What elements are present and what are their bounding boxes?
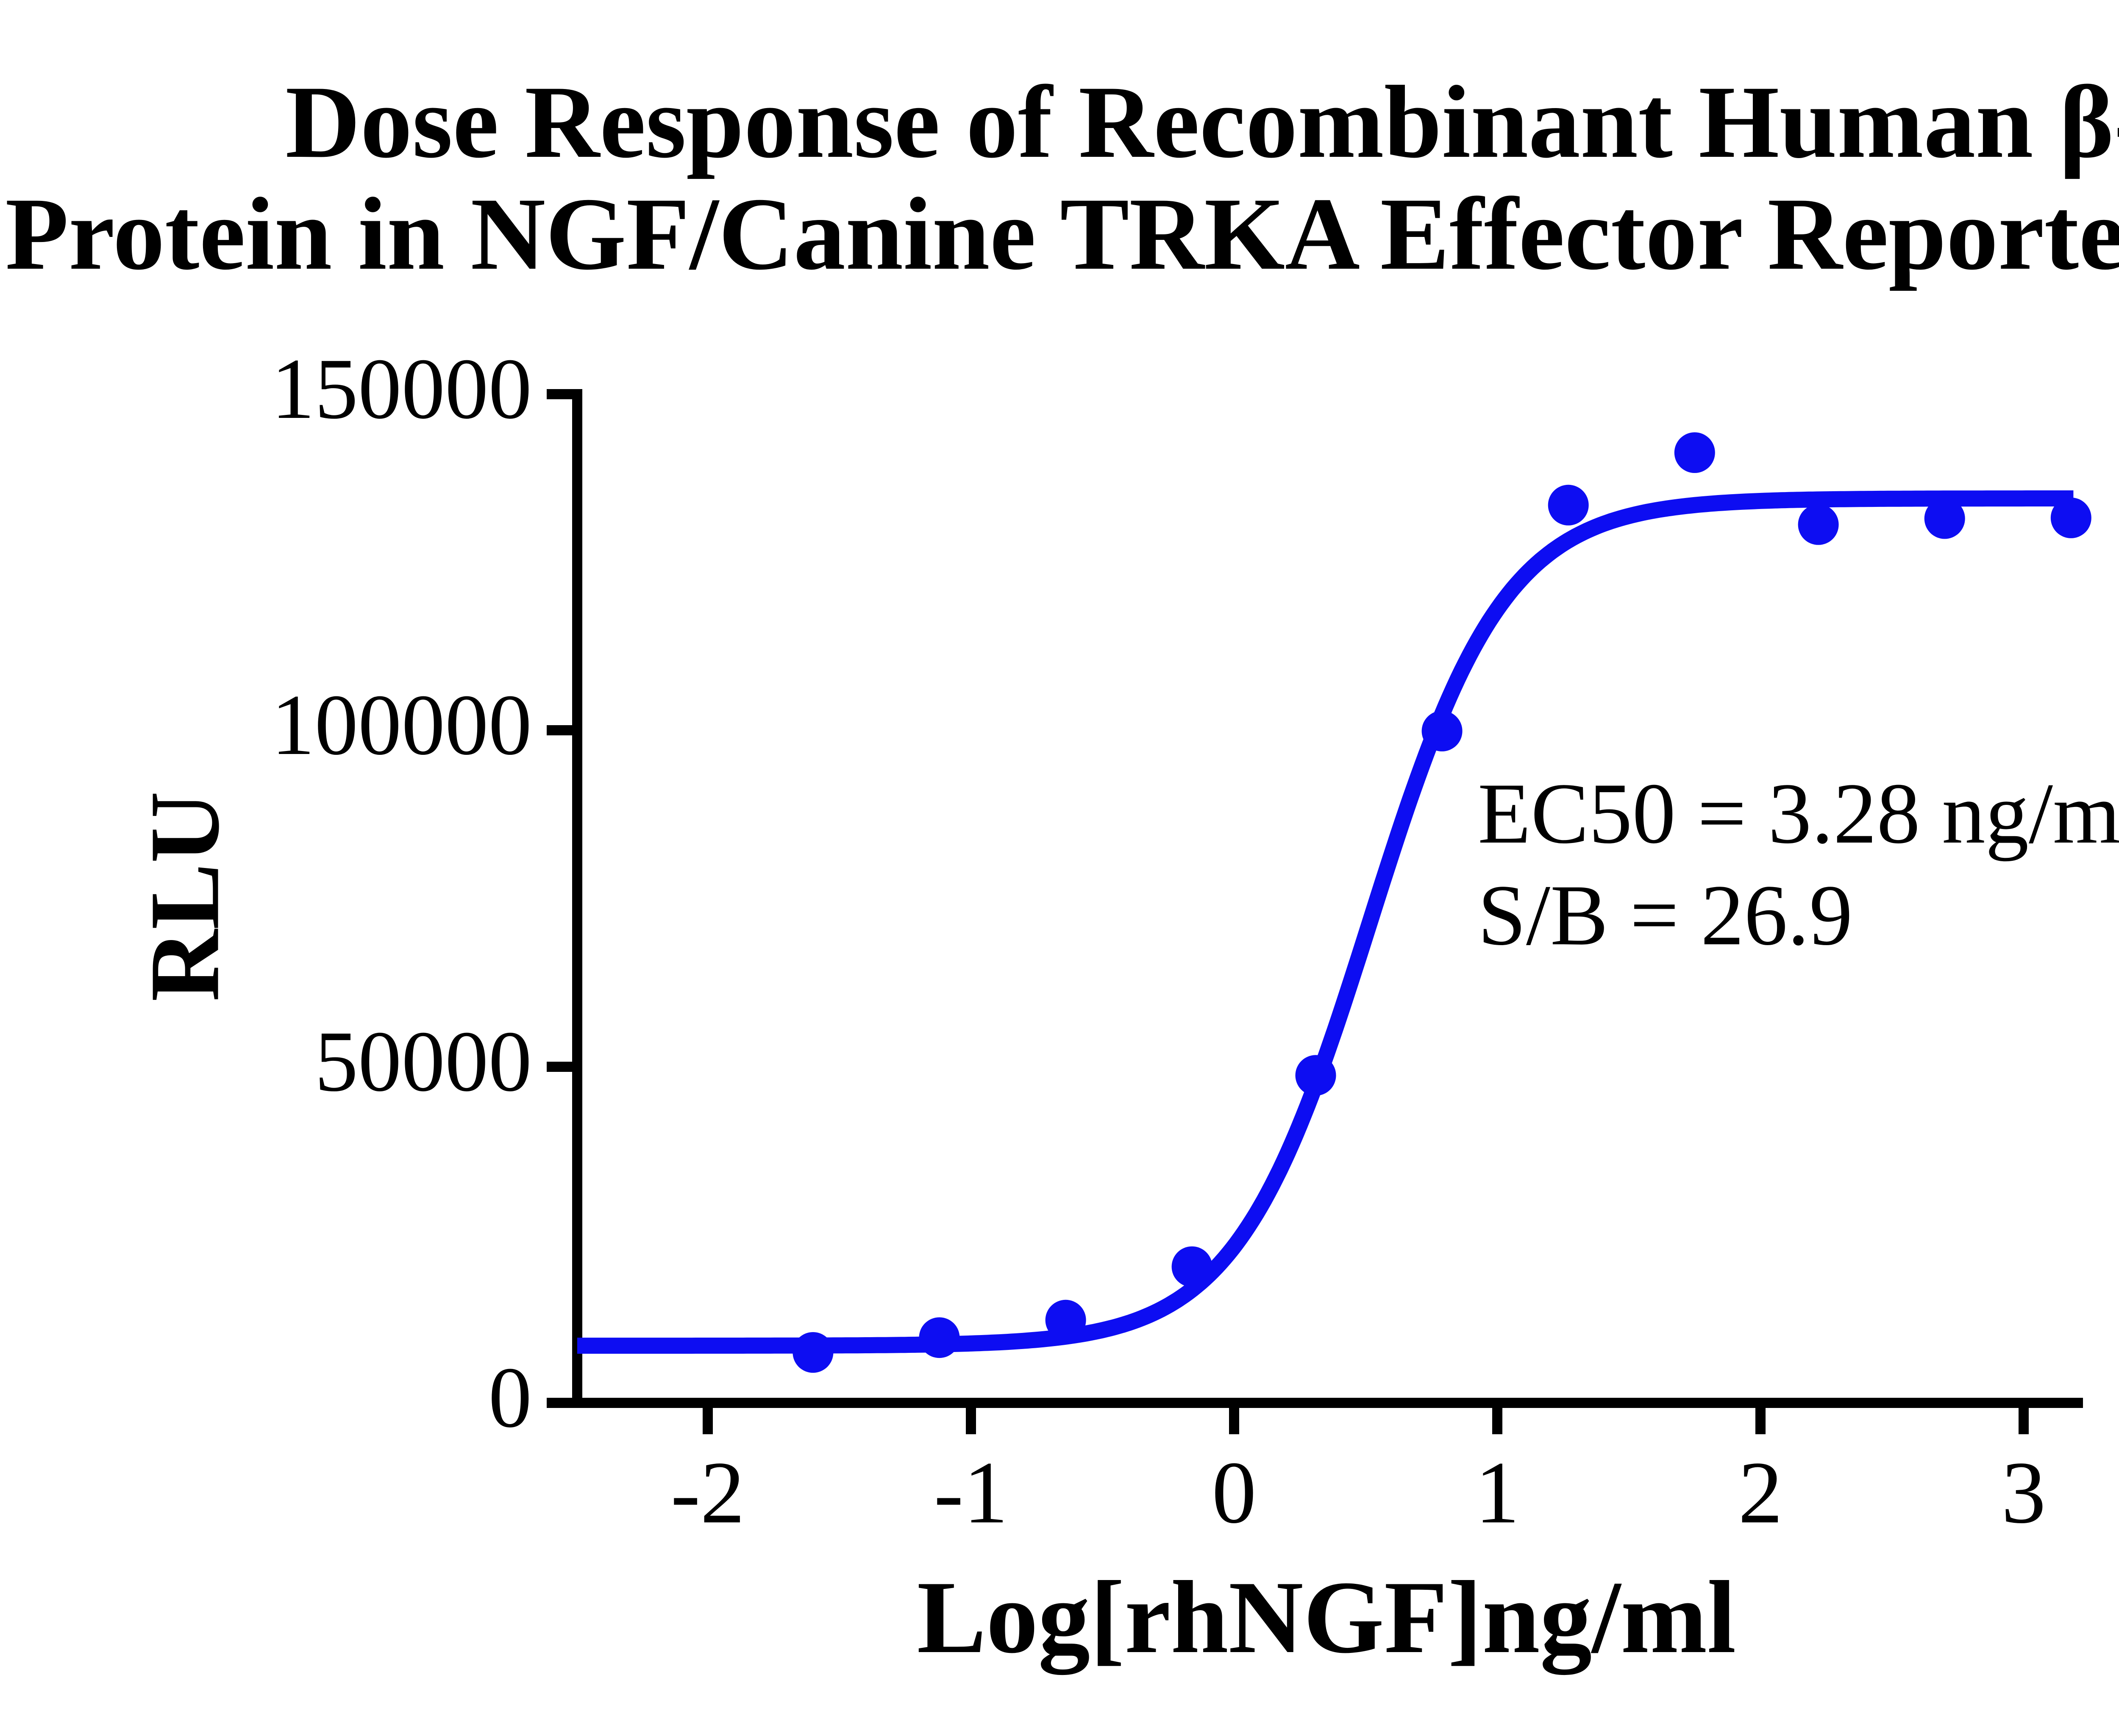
x-tick-mark <box>703 1408 713 1434</box>
x-tick-label: 1 <box>1475 1444 1520 1542</box>
chart-title-line1: Dose Response of Recombinant Human β-NGF <box>285 64 2119 179</box>
y-tick-label: 50000 <box>314 1013 532 1110</box>
y-tick-mark <box>547 1061 572 1072</box>
y-tick-label: 100000 <box>271 677 532 773</box>
chart-title-line2: Protein in NGF/Canine TRKA Effector Repo… <box>5 176 2119 291</box>
y-tick-mark <box>547 389 572 399</box>
x-tick-label: -1 <box>934 1444 1008 1542</box>
data-point <box>1798 504 1839 545</box>
signal-to-background-annotation: S/B = 26.9 <box>1478 867 1853 963</box>
data-point <box>793 1332 834 1373</box>
x-tick-mark <box>1229 1408 1239 1434</box>
y-tick-mark <box>547 725 572 736</box>
x-tick-mark <box>1755 1408 1766 1434</box>
x-tick-label: -2 <box>670 1444 745 1542</box>
x-tick-label: 3 <box>2001 1444 2046 1542</box>
data-point <box>1421 710 1463 751</box>
y-tick-label: 0 <box>488 1349 532 1446</box>
data-point <box>1924 498 1965 539</box>
x-tick-label: 2 <box>1738 1444 1783 1542</box>
x-tick-label: 0 <box>1212 1444 1257 1542</box>
data-point <box>2050 497 2091 538</box>
data-point <box>919 1317 960 1358</box>
data-point <box>1045 1299 1086 1341</box>
data-point <box>1674 432 1715 473</box>
ec50-annotation: EC50 = 3.28 ng/ml <box>1478 765 2119 862</box>
x-tick-mark <box>1492 1408 1502 1434</box>
y-axis-line <box>572 389 582 1408</box>
y-tick-label: 150000 <box>271 341 532 437</box>
data-point <box>1295 1055 1336 1096</box>
y-tick-mark <box>547 1398 572 1408</box>
data-point <box>1548 484 1589 526</box>
data-point <box>1171 1246 1212 1287</box>
x-tick-mark <box>2019 1408 2029 1434</box>
x-axis-line <box>572 1398 2083 1408</box>
chart-title: Dose Response of Recombinant Human β-NGF… <box>0 66 2119 290</box>
x-axis-title: Log[rhNGF]ng/ml <box>917 1560 1736 1675</box>
fit-annotation: EC50 = 3.28 ng/ml S/B = 26.9 <box>1478 763 2119 966</box>
x-tick-mark <box>966 1408 976 1434</box>
